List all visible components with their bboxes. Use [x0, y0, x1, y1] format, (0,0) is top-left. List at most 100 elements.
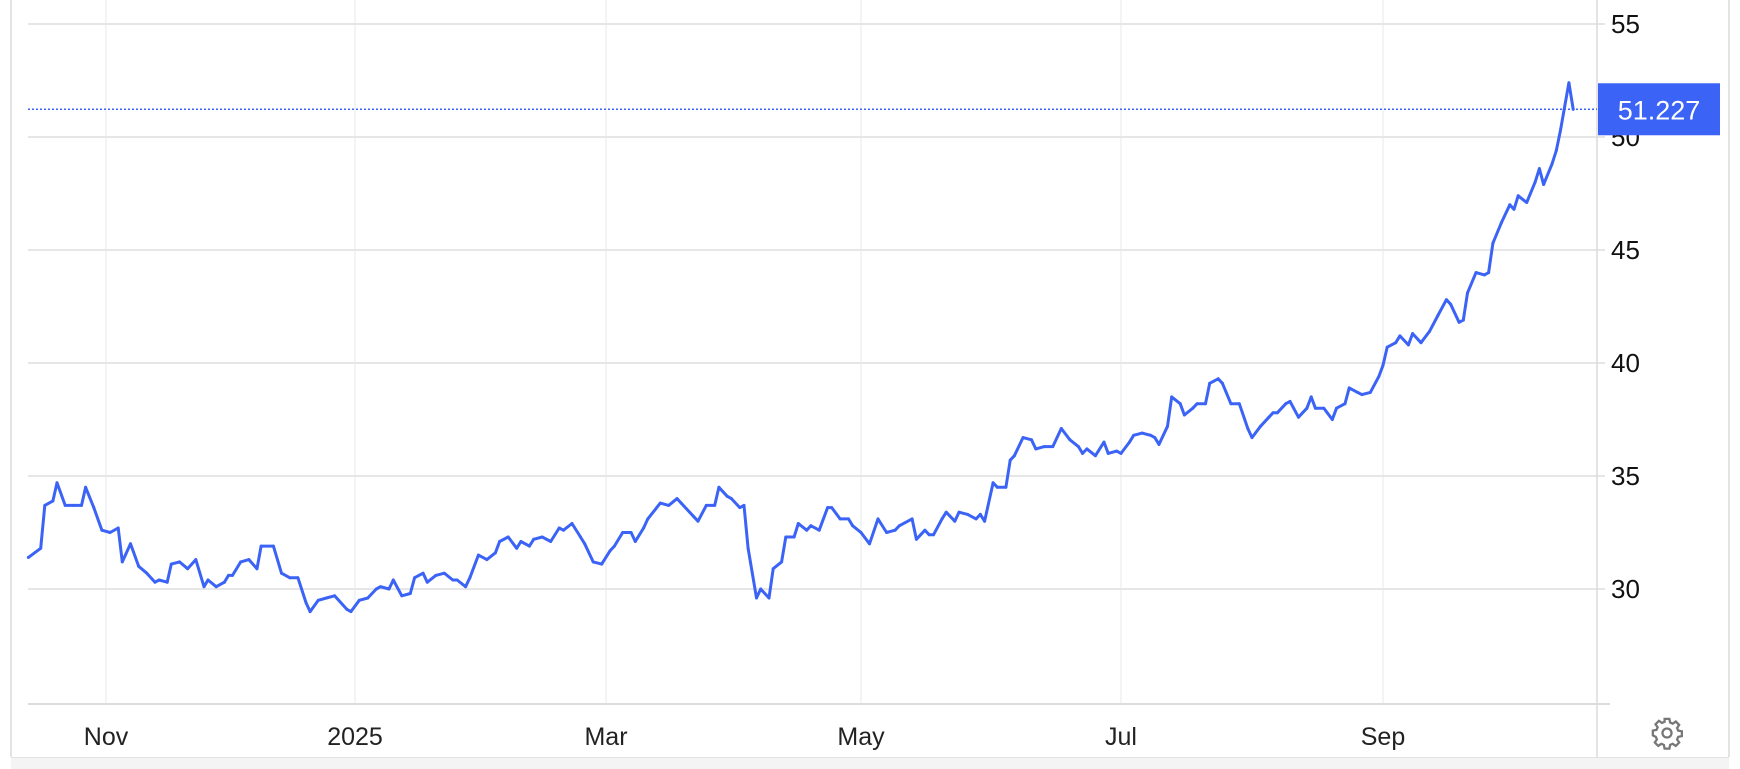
data-point	[667, 503, 671, 507]
data-point	[809, 524, 813, 528]
data-point	[1305, 406, 1309, 410]
data-point	[1512, 207, 1516, 211]
data-point	[1288, 399, 1292, 403]
data-point	[1385, 345, 1389, 349]
data-point	[868, 542, 871, 546]
data-point	[876, 517, 880, 521]
data-point	[1330, 418, 1334, 421]
data-point	[1457, 320, 1461, 324]
data-point	[940, 517, 944, 521]
data-point	[579, 535, 582, 539]
data-point	[679, 501, 683, 505]
data-point	[1525, 201, 1529, 204]
data-point	[796, 522, 800, 525]
data-point	[476, 553, 480, 557]
data-point	[296, 576, 300, 580]
data-point	[374, 587, 378, 591]
data-point	[71, 503, 75, 507]
y-tick-label: 55	[1611, 9, 1640, 39]
data-point	[805, 528, 809, 532]
data-point	[704, 503, 708, 507]
x-tick-label: 2025	[327, 723, 383, 751]
data-point	[178, 560, 181, 564]
y-tick-label: 45	[1611, 235, 1640, 265]
data-point	[780, 560, 784, 564]
data-point	[983, 519, 987, 523]
data-point	[966, 512, 970, 516]
data-point	[629, 531, 633, 534]
data-point	[696, 519, 700, 523]
data-point	[851, 524, 855, 528]
data-point	[1128, 440, 1131, 444]
data-point	[493, 551, 497, 555]
data-point	[1567, 81, 1571, 85]
x-tick-label: May	[837, 723, 885, 751]
data-point	[1461, 318, 1465, 322]
data-point	[387, 587, 391, 591]
data-point	[1419, 341, 1423, 345]
data-point	[1559, 128, 1562, 132]
data-point	[271, 544, 275, 548]
data-point	[675, 497, 679, 501]
data-point	[498, 540, 502, 543]
data-point	[532, 537, 536, 541]
data-point	[792, 535, 796, 539]
data-point	[519, 540, 523, 543]
data-point	[137, 564, 141, 568]
data-point	[1059, 427, 1063, 430]
data-point	[202, 585, 206, 589]
data-point	[1157, 442, 1161, 446]
data-point	[214, 585, 218, 589]
data-point	[26, 555, 30, 559]
data-point	[642, 526, 646, 530]
data-point	[227, 573, 230, 577]
data-point	[1030, 438, 1033, 442]
settings-button[interactable]	[1650, 716, 1684, 750]
data-point	[1398, 334, 1402, 338]
data-point	[186, 567, 190, 571]
data-point	[1466, 291, 1469, 295]
data-point	[421, 571, 425, 575]
data-point	[1284, 402, 1288, 406]
data-point	[932, 533, 935, 537]
data-point	[455, 578, 459, 582]
data-point	[771, 567, 775, 571]
data-point	[1474, 271, 1478, 275]
data-point	[506, 535, 510, 539]
data-point	[1140, 431, 1144, 435]
data-point	[120, 560, 124, 564]
data-point	[1381, 363, 1385, 367]
data-point	[288, 576, 292, 580]
data-point	[957, 510, 961, 514]
data-point	[608, 549, 612, 553]
data-point	[1191, 406, 1195, 410]
data-point	[1491, 241, 1495, 245]
data-point	[464, 585, 468, 589]
data-point	[1115, 449, 1119, 453]
data-point	[1499, 221, 1503, 225]
data-point	[391, 578, 395, 582]
last-value-badge: 51.227	[1598, 83, 1720, 136]
data-point	[1271, 411, 1275, 415]
data-point	[953, 519, 957, 523]
data-point	[1550, 162, 1554, 166]
data-point	[63, 503, 67, 507]
x-tick-label: Nov	[84, 723, 129, 751]
data-point	[357, 598, 361, 602]
data-point	[116, 526, 120, 530]
data-point	[304, 601, 308, 605]
data-point	[247, 558, 251, 562]
data-point	[1195, 402, 1199, 406]
data-point	[1554, 149, 1558, 153]
data-point	[1250, 436, 1254, 440]
data-point	[1076, 445, 1080, 449]
data-point	[1216, 377, 1220, 381]
data-point	[366, 596, 370, 600]
data-point	[1106, 451, 1110, 455]
data-point	[231, 573, 234, 577]
data-point	[1229, 402, 1233, 406]
data-point	[1153, 436, 1157, 440]
data-point	[1436, 314, 1440, 317]
data-point	[1068, 438, 1072, 442]
